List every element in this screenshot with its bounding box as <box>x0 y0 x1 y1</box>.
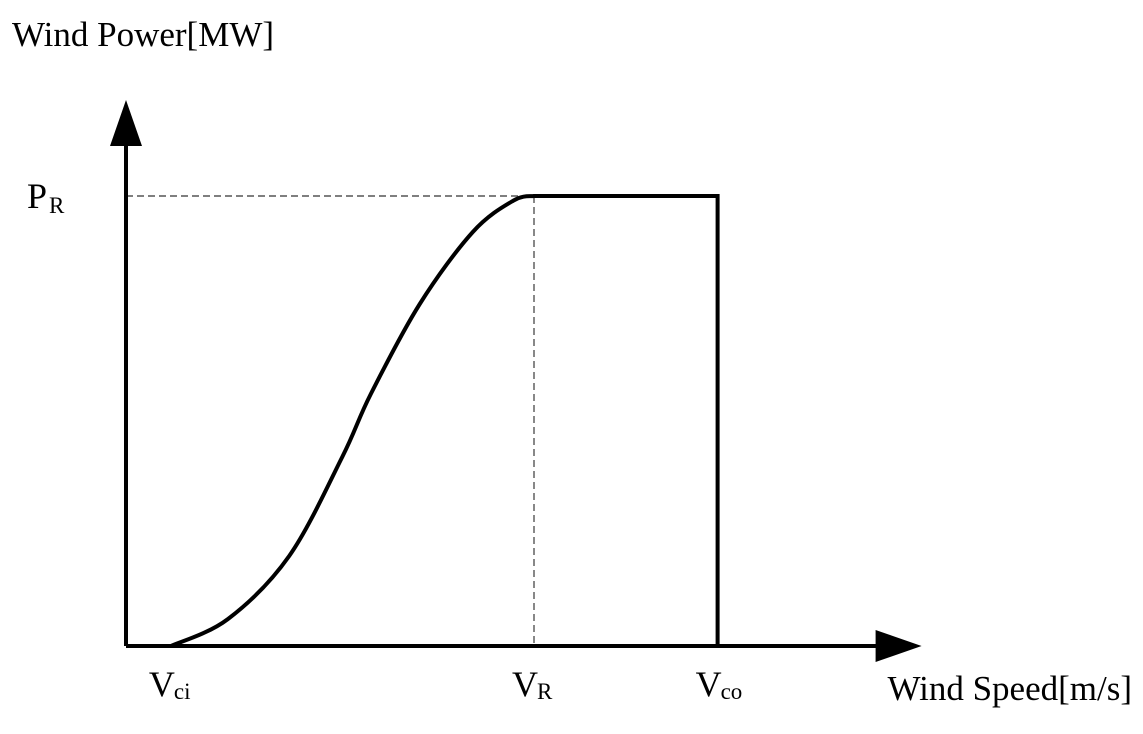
x-tick-sub-R: R <box>537 679 553 704</box>
x-axis-arrow <box>875 630 922 662</box>
power-curve-line <box>170 194 720 648</box>
axes <box>110 100 922 662</box>
y-axis-label: Wind Power[MW] <box>12 15 274 54</box>
x-tick-sub-ci: ci <box>174 679 191 704</box>
y-tick-PR: P <box>27 176 47 216</box>
y-tick-sub-R: R <box>49 193 65 218</box>
x-axis-label: Wind Speed[m/s] <box>887 669 1132 708</box>
x-tick-sub-co: co <box>721 679 743 704</box>
series-layer <box>170 194 720 648</box>
labels-layer: Wind Power[MW] Wind Speed[m/s] <box>12 15 1132 708</box>
y-axis-arrow <box>110 100 142 146</box>
x-tick-Vci: V <box>149 664 175 704</box>
x-tick-VR: V <box>512 664 538 704</box>
x-tick-Vco: V <box>696 664 722 704</box>
reference-lines <box>126 195 535 646</box>
